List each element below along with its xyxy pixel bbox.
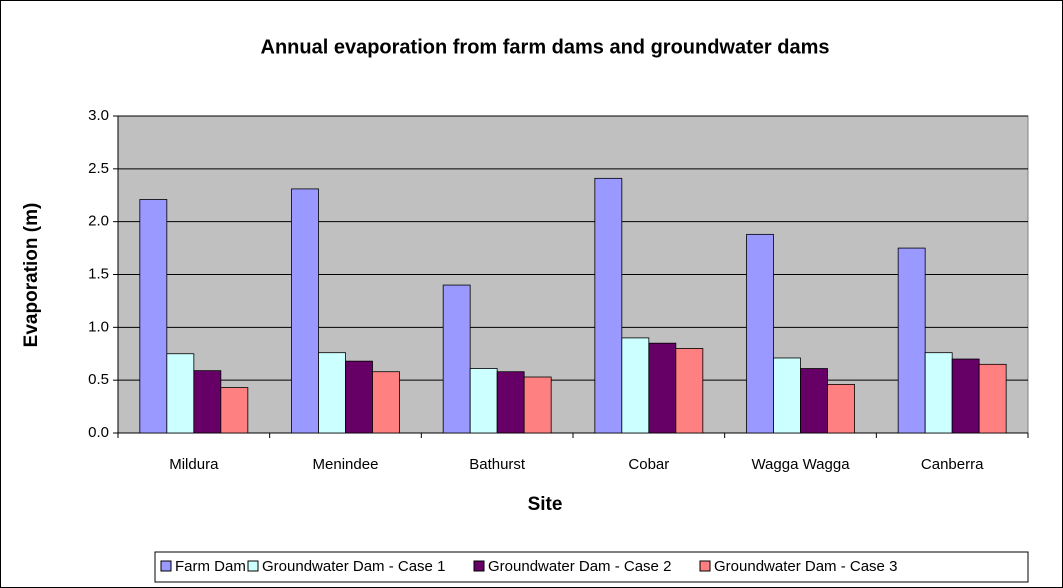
legend-swatch bbox=[160, 560, 172, 572]
legend-swatch bbox=[699, 560, 711, 572]
bar bbox=[318, 352, 346, 434]
bar bbox=[897, 247, 926, 434]
legend-label: Groundwater Dam - Case 1 bbox=[262, 558, 445, 575]
bar bbox=[139, 199, 168, 434]
bar bbox=[291, 188, 319, 434]
bar bbox=[220, 387, 249, 434]
bar bbox=[800, 368, 828, 434]
x-tick-label: Bathurst bbox=[469, 456, 526, 473]
bar bbox=[978, 363, 1007, 434]
y-tick-label: 0.0 bbox=[88, 424, 109, 441]
legend-label: Groundwater Dam - Case 2 bbox=[488, 558, 671, 575]
x-axis-label: Site bbox=[528, 494, 563, 515]
bar bbox=[621, 337, 650, 434]
y-axis-label: Evaporation (m) bbox=[21, 203, 42, 348]
legend-swatch bbox=[247, 560, 259, 572]
bar bbox=[951, 358, 980, 434]
x-tick-label: Mildura bbox=[169, 456, 219, 473]
y-tick-label: 1.0 bbox=[88, 318, 109, 335]
y-tick-label: 3.0 bbox=[88, 107, 109, 124]
bar bbox=[345, 360, 373, 434]
bar bbox=[166, 353, 195, 434]
legend-box bbox=[154, 551, 1029, 583]
x-tick-label: Wagga Wagga bbox=[751, 456, 850, 473]
y-tick-label: 2.0 bbox=[88, 213, 109, 230]
bar bbox=[496, 371, 525, 434]
x-tick-label: Menindee bbox=[313, 456, 379, 473]
bar bbox=[827, 383, 855, 434]
x-tick-label: Cobar bbox=[628, 456, 669, 473]
bar bbox=[469, 368, 498, 434]
legend-label: Groundwater Dam - Case 3 bbox=[714, 558, 897, 575]
bar bbox=[594, 177, 623, 434]
bar bbox=[442, 284, 471, 434]
y-tick-label: 2.5 bbox=[88, 160, 109, 177]
x-tick-label: Canberra bbox=[921, 456, 984, 473]
bar bbox=[193, 370, 222, 434]
legend-label: Farm Dam bbox=[175, 558, 246, 575]
legend-swatch bbox=[473, 560, 485, 572]
bar bbox=[773, 357, 801, 434]
bar bbox=[746, 233, 774, 434]
bar bbox=[675, 348, 704, 434]
bar bbox=[523, 376, 552, 434]
y-tick-label: 0.5 bbox=[88, 371, 109, 388]
bar bbox=[372, 371, 400, 434]
chart-title: Annual evaporation from farm dams and gr… bbox=[261, 36, 830, 58]
bar bbox=[924, 352, 953, 434]
y-tick-label: 1.5 bbox=[88, 265, 109, 282]
bar bbox=[648, 342, 677, 434]
